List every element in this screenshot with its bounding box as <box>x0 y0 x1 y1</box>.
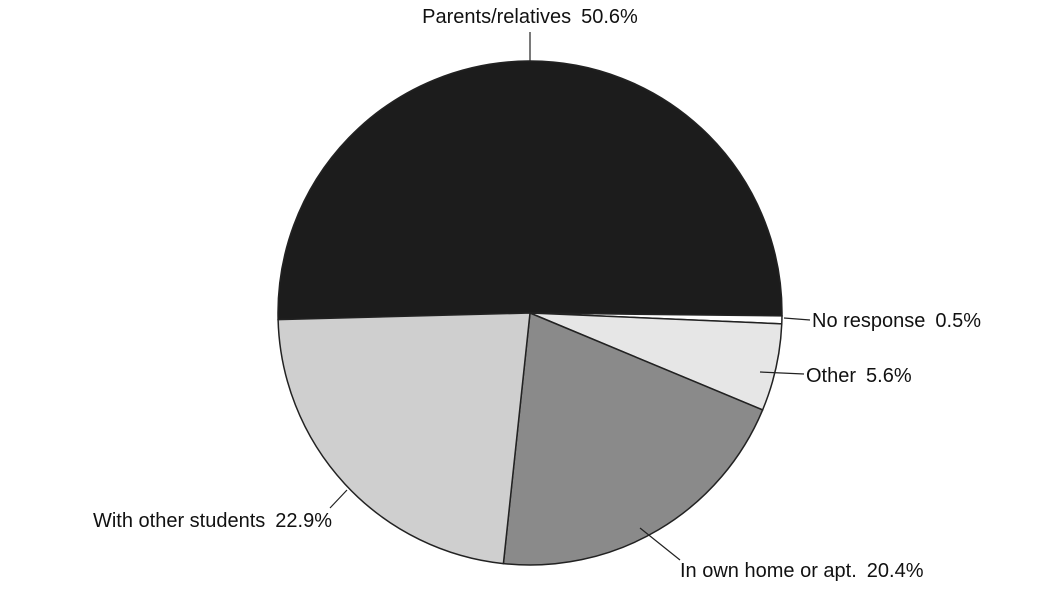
slice-name: Parents/relatives <box>422 6 571 28</box>
slice-label: Parents/relatives 50.6% <box>422 6 638 28</box>
slice-label: Other 5.6% <box>806 365 912 387</box>
slice-value: 5.6% <box>866 365 912 387</box>
leader-line <box>329 489 348 509</box>
slice-label: No response 0.5% <box>812 310 981 332</box>
leader-line <box>639 527 681 561</box>
slice-label: With other students 22.9% <box>93 510 332 532</box>
pie-slice <box>277 60 783 321</box>
leader-line <box>783 317 811 321</box>
slice-value: 50.6% <box>581 6 638 28</box>
slice-label: In own home or apt. 20.4% <box>680 560 924 582</box>
slice-name: No response <box>812 310 925 332</box>
slice-value: 22.9% <box>275 510 332 532</box>
pie-slice <box>277 312 531 565</box>
leader-line <box>759 371 805 375</box>
slice-name: Other <box>806 365 856 387</box>
pie-slice <box>502 311 764 566</box>
slice-value: 20.4% <box>867 560 924 582</box>
slice-name: In own home or apt. <box>680 560 857 582</box>
slice-value: 0.5% <box>935 310 981 332</box>
slice-name: With other students <box>93 510 265 532</box>
